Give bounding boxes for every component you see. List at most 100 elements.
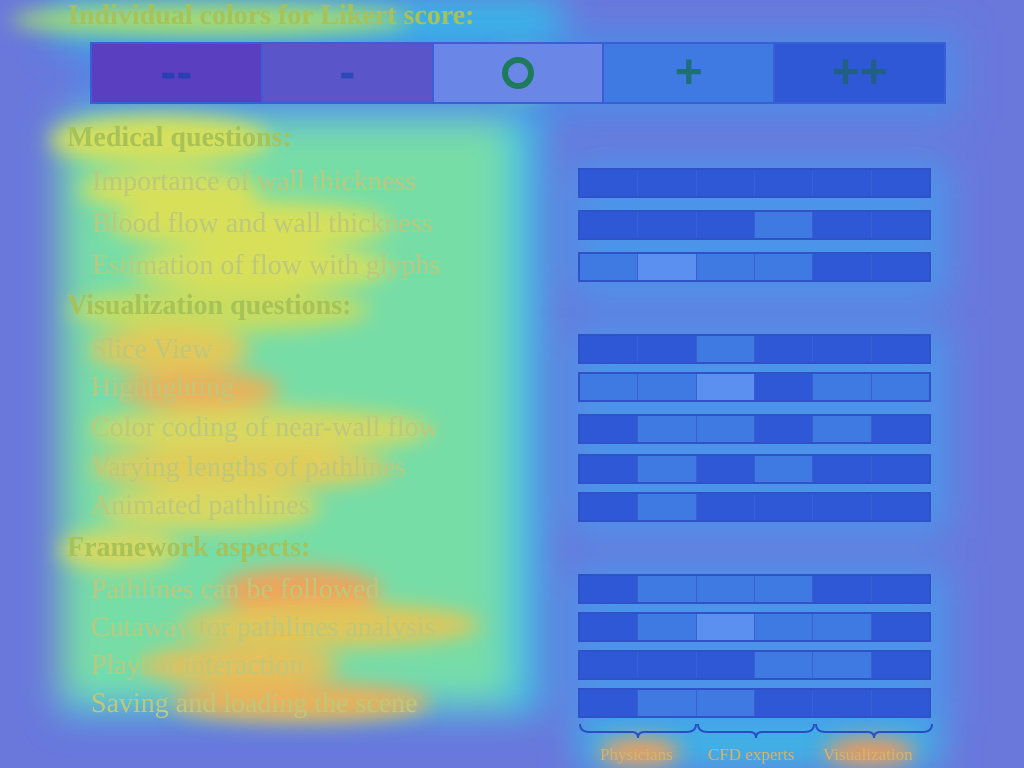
likert-cell [638, 690, 697, 716]
group-braces [579, 723, 933, 739]
likert-bar-row [578, 454, 931, 484]
row-label: Cutaway for pathlines analysis [91, 612, 436, 643]
likert-cell [638, 212, 697, 238]
likert-cell [754, 576, 814, 602]
likert-cell [754, 690, 814, 716]
likert-cell [696, 494, 755, 520]
likert-cell [580, 170, 639, 196]
likert-cell [871, 690, 929, 716]
likert-cell [696, 374, 755, 400]
likert-bar-row [578, 414, 931, 444]
likert-cell [871, 170, 929, 196]
group-label-visualization: Visualization [823, 745, 913, 764]
likert-cell [580, 494, 639, 520]
likert-cell [696, 416, 755, 442]
likert-cell [871, 456, 929, 482]
likert-cell [696, 576, 755, 602]
likert-legend: -- - + ++ [90, 42, 946, 104]
group-label-cfd-experts: CFD experts [708, 745, 795, 764]
row-label: Highlighting [91, 372, 235, 403]
likert-cell [871, 416, 929, 442]
likert-cell [696, 170, 755, 196]
likert-cell [754, 494, 814, 520]
likert-cell [696, 652, 755, 678]
likert-cell [696, 336, 755, 362]
likert-cell [813, 614, 872, 640]
section-header-visualization-questions: Visualization questions: [67, 290, 352, 321]
likert-cell [813, 336, 872, 362]
row-label: Animated pathlines [91, 490, 310, 521]
likert-cell [638, 336, 697, 362]
row-label: Blood flow and wall thickness [92, 208, 433, 239]
likert-cell [813, 374, 872, 400]
row-label: Color coding of near-wall flow [91, 412, 439, 443]
likert-bar-row [578, 210, 931, 240]
likert-cell [580, 576, 639, 602]
likert-cell [754, 456, 814, 482]
likert-cell [580, 374, 639, 400]
likert-bar-row [578, 650, 931, 680]
likert-cell [871, 254, 929, 280]
likert-cell [871, 374, 929, 400]
likert-cell [813, 494, 872, 520]
likert-cell [638, 416, 697, 442]
likert-bar-row [578, 574, 931, 604]
legend-cell-negative: - [262, 44, 434, 102]
likert-bar-row [578, 688, 931, 718]
likert-cell [754, 652, 814, 678]
group-brace-1 [697, 723, 815, 739]
likert-cell [871, 212, 929, 238]
likert-cell [813, 456, 872, 482]
likert-bar-row [578, 612, 931, 642]
likert-cell [871, 576, 929, 602]
section-header-medical-questions: Medical questions: [67, 122, 292, 153]
likert-cell [638, 170, 697, 196]
likert-bar-row [578, 168, 931, 198]
likert-cell [638, 456, 697, 482]
legend-cell-positive: + [604, 44, 776, 102]
likert-cell [871, 494, 929, 520]
likert-cell [813, 690, 872, 716]
likert-cell [638, 494, 697, 520]
legend-title: Individual colors for Likert score: [68, 0, 475, 31]
likert-cell [696, 456, 755, 482]
section-header-framework-aspects: Framework aspects: [67, 532, 311, 563]
legend-cell-strongly-positive: ++ [775, 44, 944, 102]
likert-cell [638, 576, 697, 602]
neutral-circle-icon [501, 57, 534, 89]
row-label: Importance of wall thickness [92, 166, 417, 197]
likert-cell [871, 336, 929, 362]
group-brace-2 [815, 723, 933, 739]
row-label: Playbar interaction [91, 650, 304, 681]
likert-cell [754, 614, 814, 640]
likert-cell [580, 254, 639, 280]
likert-bar-row [578, 492, 931, 522]
likert-cell [871, 614, 929, 640]
likert-cell [580, 614, 639, 640]
likert-bar-row [578, 334, 931, 364]
row-label: Slice View [91, 334, 213, 365]
likert-cell [580, 652, 639, 678]
likert-cell [754, 416, 814, 442]
group-label-physicians: Physicians [600, 745, 673, 764]
likert-cell [813, 212, 872, 238]
likert-cell [813, 170, 872, 196]
likert-cell [580, 690, 639, 716]
likert-cell [813, 416, 872, 442]
likert-cell [580, 456, 639, 482]
likert-cell [813, 254, 872, 280]
row-label: Pathlines can be followed [91, 574, 380, 605]
likert-cell [638, 374, 697, 400]
likert-cell [696, 254, 755, 280]
likert-cell [754, 254, 814, 280]
likert-cell [813, 652, 872, 678]
likert-cell [696, 690, 755, 716]
likert-cell [638, 652, 697, 678]
likert-cell [754, 336, 814, 362]
row-label: Varying lengths of pathlines [91, 452, 406, 483]
likert-cell [638, 614, 697, 640]
likert-bar-row [578, 372, 931, 402]
legend-cell-neutral [433, 44, 605, 102]
likert-cell [580, 416, 639, 442]
likert-cell [754, 170, 814, 196]
